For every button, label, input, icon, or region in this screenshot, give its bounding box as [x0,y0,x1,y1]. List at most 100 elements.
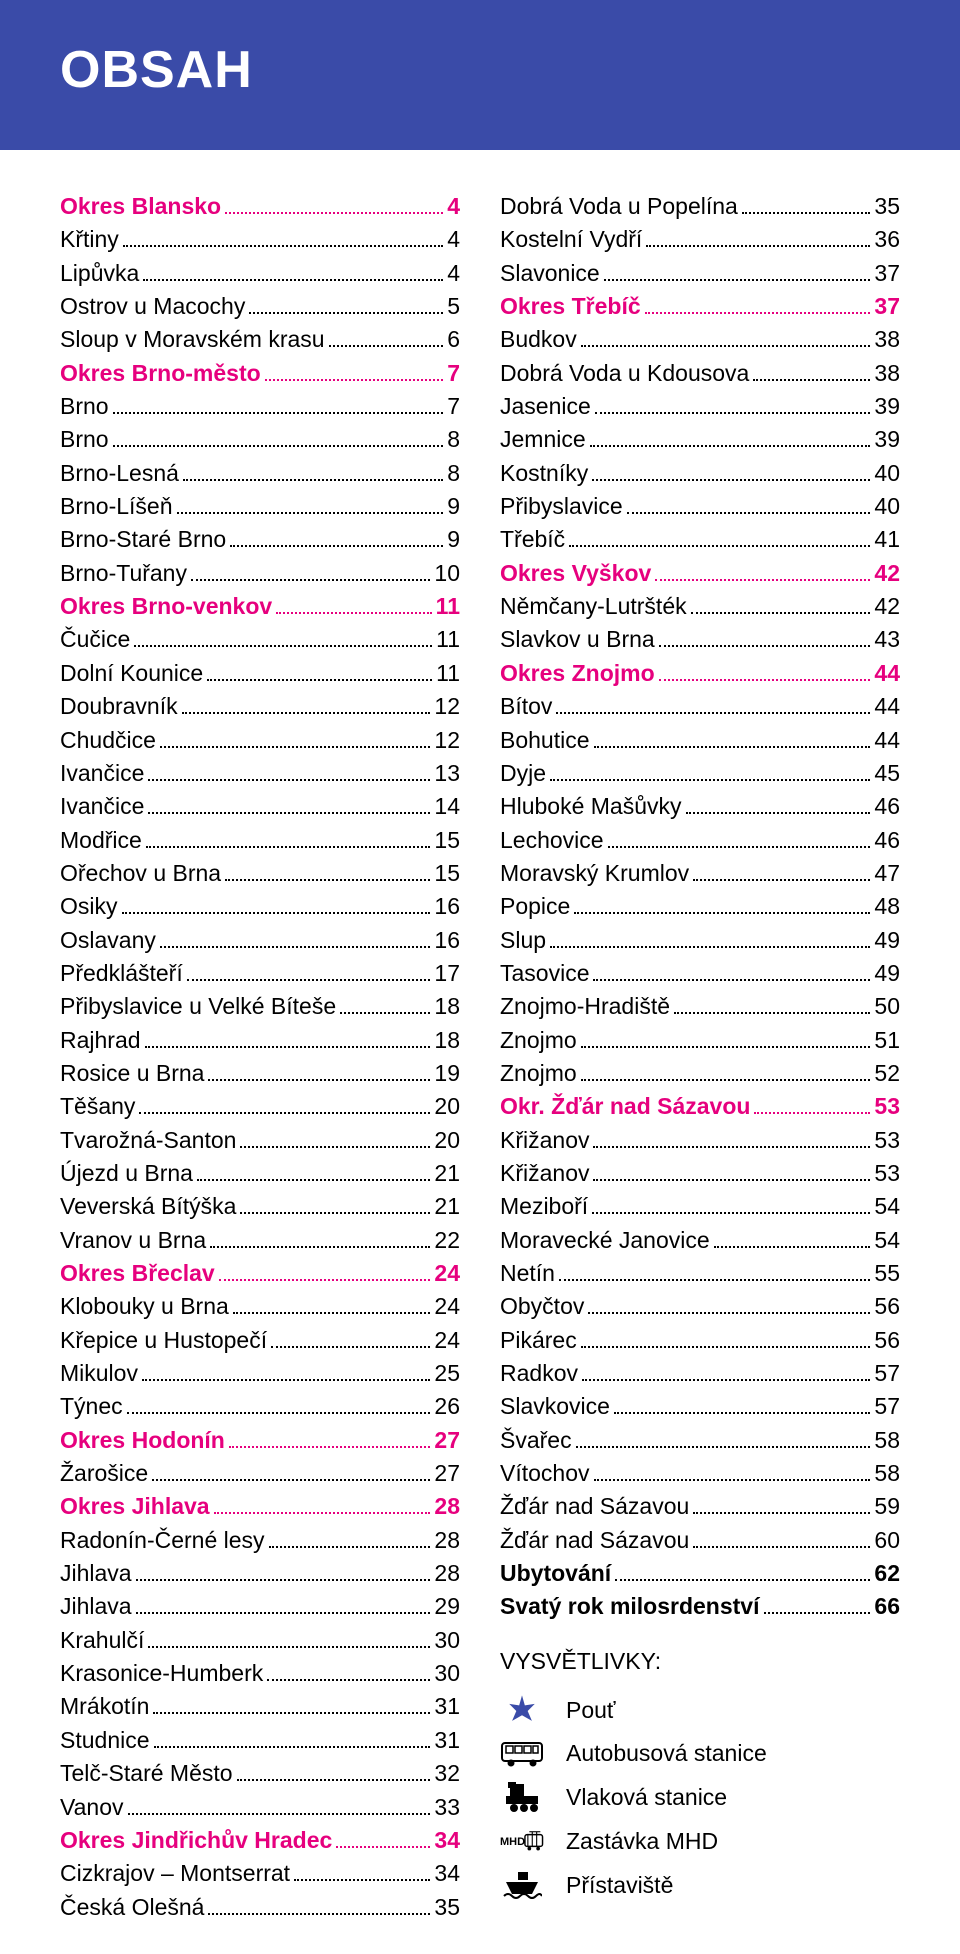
toc-entry-label: Znojmo [500,1057,577,1090]
toc-entry-page: 15 [434,857,460,890]
legend-title: VYSVĚTLIVKY: [500,1648,900,1675]
toc-entry: Slavkovice57 [500,1390,900,1423]
toc-entry-page: 38 [874,323,900,356]
toc-entry-page: 56 [874,1324,900,1357]
toc-entry-label: Dobrá Voda u Popelína [500,190,738,223]
toc-entry-page: 52 [874,1057,900,1090]
toc-district-entry: Okres Blansko4 [60,190,460,223]
toc-entry-label: Jasenice [500,390,591,423]
toc-entry-label: Čučice [60,623,130,656]
toc-entry: Telč-Staré Město32 [60,1757,460,1790]
toc-leader-dots [569,545,870,547]
toc-entry: Vranov u Brna22 [60,1224,460,1257]
toc-entry-page: 11 [436,657,460,690]
toc-entry: Třebíč41 [500,523,900,556]
toc-entry: Lipůvka4 [60,257,460,290]
toc-leader-dots [153,1712,430,1714]
toc-leader-dots [336,1846,430,1848]
toc-entry-label: Cizkrajov – Montserrat [60,1857,290,1890]
toc-entry-page: 9 [447,490,460,523]
toc-entry-label: Předklášteří [60,957,183,990]
toc-entry: Brno-Staré Brno9 [60,523,460,556]
toc-leader-dots [329,345,444,347]
toc-entry-label: Pikárec [500,1324,577,1357]
toc-entry: Doubravník12 [60,690,460,723]
toc-entry: Dyje45 [500,757,900,790]
toc-entry-page: 60 [874,1524,900,1557]
toc-leader-dots [146,846,431,848]
toc-entry-label: Němčany-Lutršték [500,590,687,623]
toc-leader-dots [686,812,871,814]
toc-entry-label: Křižanov [500,1157,589,1190]
toc-entry-page: 8 [447,423,460,456]
toc-leader-dots [646,245,870,247]
toc-entry-page: 31 [434,1690,460,1723]
toc-entry-label: Ostrov u Macochy [60,290,245,323]
toc-entry-page: 12 [434,690,460,723]
toc-entry-page: 41 [874,523,900,556]
toc-entry: Žďár nad Sázavou60 [500,1524,900,1557]
toc-entry: Chudčice12 [60,724,460,757]
toc-entry-page: 35 [874,190,900,223]
toc-entry-label: Lipůvka [60,257,139,290]
toc-entry-label: Popice [500,890,570,923]
toc-entry: Brno-Tuřany10 [60,557,460,590]
toc-leader-dots [659,645,871,647]
legend-label: Pouť [566,1689,616,1733]
toc-leader-dots [183,479,443,481]
toc-entry-page: 34 [434,1857,460,1890]
toc-entry-label: Vranov u Brna [60,1224,206,1257]
toc-entry-label: Slavkov u Brna [500,623,655,656]
toc-entry-label: Moravecké Janovice [500,1224,710,1257]
toc-entry-page: 48 [874,890,900,923]
toc-leader-dots [693,879,870,881]
toc-entry: Křepice u Hustopečí24 [60,1324,460,1357]
toc-entry: Švařec58 [500,1424,900,1457]
toc-leader-dots [581,1046,871,1048]
toc-district-entry: Okres Brno-venkov11 [60,590,460,623]
toc-entry-page: 51 [874,1024,900,1057]
toc-entry-label: Ořechov u Brna [60,857,221,890]
toc-entry-page: 28 [434,1490,460,1523]
toc-entry-label: Klobouky u Brna [60,1290,229,1323]
toc-entry: Netín55 [500,1257,900,1290]
toc-entry-label: Slup [500,924,546,957]
toc-leader-dots [593,1179,870,1181]
toc-leader-dots [627,512,871,514]
toc-leader-dots [160,746,431,748]
toc-leader-dots [237,1779,431,1781]
toc-entry-label: Rosice u Brna [60,1057,204,1090]
toc-entry-label: Veverská Bítýška [60,1190,236,1223]
toc-entry-label: Okres Hodonín [60,1424,225,1457]
toc-leader-dots [148,1646,430,1648]
mhd-icon: MHD [500,1828,544,1856]
toc-leader-dots [182,712,431,714]
toc-entry-page: 29 [434,1590,460,1623]
toc-entry-page: 49 [874,957,900,990]
toc-leader-dots [754,1112,870,1114]
toc-leader-dots [123,245,443,247]
toc-leader-dots [143,279,443,281]
toc-entry: Přibyslavice u Velké Bíteše18 [60,990,460,1023]
toc-entry-label: Okres Znojmo [500,657,655,690]
toc-leader-dots [550,946,870,948]
toc-entry-page: 15 [434,824,460,857]
toc-leader-dots [139,1112,430,1114]
toc-district-entry: Okres Třebíč37 [500,290,900,323]
toc-entry: Ubytování62 [500,1557,900,1590]
toc-leader-dots [550,779,870,781]
toc-entry-page: 21 [434,1157,460,1190]
toc-leader-dots [267,1679,430,1681]
toc-entry-label: Svatý rok milosrdenství [500,1590,760,1623]
legend-label: Přístaviště [566,1864,673,1908]
toc-entry-label: Okres Blansko [60,190,221,223]
toc-leader-dots [128,1813,431,1815]
toc-entry: Žarošice27 [60,1457,460,1490]
toc-leader-dots [693,1512,870,1514]
toc-entry-label: Oslavany [60,924,156,957]
toc-district-entry: Okres Vyškov42 [500,557,900,590]
toc-entry-label: Mrákotín [60,1690,149,1723]
toc-leader-dots [240,1146,430,1148]
toc-entry-label: Brno [60,390,109,423]
toc-content: Okres Blansko4Křtiny4Lipůvka4Ostrov u Ma… [0,150,960,1954]
